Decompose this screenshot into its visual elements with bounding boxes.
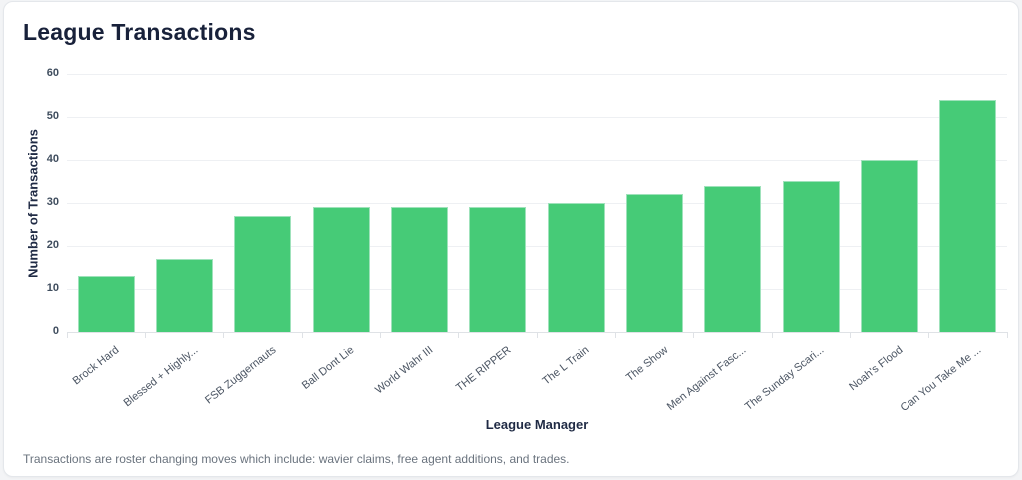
y-tick-label-50: 50 bbox=[46, 110, 59, 122]
y-tick-label-10: 10 bbox=[46, 282, 59, 294]
x-tick-label-blessed-highly-: Blessed + Highly... bbox=[121, 344, 200, 410]
gridline-y-20 bbox=[67, 245, 1007, 247]
x-tick-label-world-wahr-iii: World Wahr III bbox=[372, 344, 435, 397]
plot-area: 0 10 20 30 40 50 60 Brock Hard Blessed + Highly.… bbox=[47, 67, 1008, 414]
x-tick-label-men-against-fasc-: Men Against Fasc... bbox=[664, 344, 749, 413]
league-transactions-card: League Transactions Number of Transactio… bbox=[3, 1, 1019, 477]
bar-the-l-train[interactable] bbox=[548, 203, 605, 332]
x-tick-label-the-ripper: THE RIPPER bbox=[453, 344, 514, 395]
x-tick-label-fsb-zuggernauts: FSB Zuggernauts bbox=[202, 344, 279, 407]
gridline-y-60 bbox=[67, 73, 1007, 75]
x-tick-mark bbox=[614, 332, 616, 338]
gridline-y-10 bbox=[67, 288, 1007, 290]
footer-note: Transactions are roster changing moves w… bbox=[23, 452, 570, 466]
page-title: League Transactions bbox=[23, 19, 256, 45]
gridline-y-30 bbox=[67, 202, 1007, 204]
x-tick-mark bbox=[66, 332, 68, 338]
x-tick-mark bbox=[223, 332, 225, 338]
bar-fsb-zuggernauts[interactable] bbox=[234, 216, 291, 332]
bar-ball-dont-lie[interactable] bbox=[313, 207, 370, 332]
bar-the-sunday-scari-[interactable] bbox=[783, 181, 840, 332]
y-tick-label-0: 0 bbox=[52, 325, 59, 337]
x-tick-mark bbox=[771, 332, 773, 338]
bar-men-against-fasc-[interactable] bbox=[704, 186, 761, 332]
x-tick-mark bbox=[144, 332, 146, 338]
x-tick-label-ball-dont-lie: Ball Dont Lie bbox=[300, 344, 357, 392]
y-tick-label-30: 30 bbox=[46, 196, 59, 208]
x-tick-label-can-you-take-me-: Can You Take Me ... bbox=[898, 344, 984, 414]
x-tick-label-the-show: The Show bbox=[623, 344, 670, 384]
x-tick-label-the-sunday-scari-: The Sunday Scari... bbox=[743, 344, 827, 413]
x-tick-label-the-l-train: The L Train bbox=[540, 344, 592, 388]
bar-blessed-highly-[interactable] bbox=[156, 259, 213, 332]
x-tick-mark bbox=[536, 332, 538, 338]
x-tick-mark bbox=[928, 332, 930, 338]
x-tick-mark bbox=[458, 332, 460, 338]
x-tick-label-noah-s-flood: Noah's Flood bbox=[846, 344, 905, 394]
bar-the-ripper[interactable] bbox=[469, 207, 526, 332]
x-tick-mark bbox=[379, 332, 381, 338]
x-tick-mark bbox=[301, 332, 303, 338]
bar-world-wahr-iii[interactable] bbox=[391, 207, 448, 332]
gridline-y-50 bbox=[67, 116, 1007, 118]
bar-noah-s-flood[interactable] bbox=[861, 160, 918, 332]
x-tick-mark bbox=[849, 332, 851, 338]
y-tick-label-60: 60 bbox=[46, 67, 59, 79]
bar-the-show[interactable] bbox=[626, 194, 683, 332]
y-tick-label-40: 40 bbox=[46, 153, 59, 165]
y-tick-label-20: 20 bbox=[46, 239, 59, 251]
transactions-bar-chart: Number of Transactions 0 10 20 30 40 50 60 Broc… bbox=[4, 2, 1018, 476]
x-tick-mark bbox=[1006, 332, 1008, 338]
x-tick-mark bbox=[693, 332, 695, 338]
bar-can-you-take-me-[interactable] bbox=[939, 100, 996, 332]
x-axis-title: League Manager bbox=[485, 417, 589, 432]
x-tick-label-brock-hard: Brock Hard bbox=[70, 344, 122, 388]
bar-brock-hard[interactable] bbox=[78, 276, 135, 332]
gridline-y-40 bbox=[67, 159, 1007, 161]
